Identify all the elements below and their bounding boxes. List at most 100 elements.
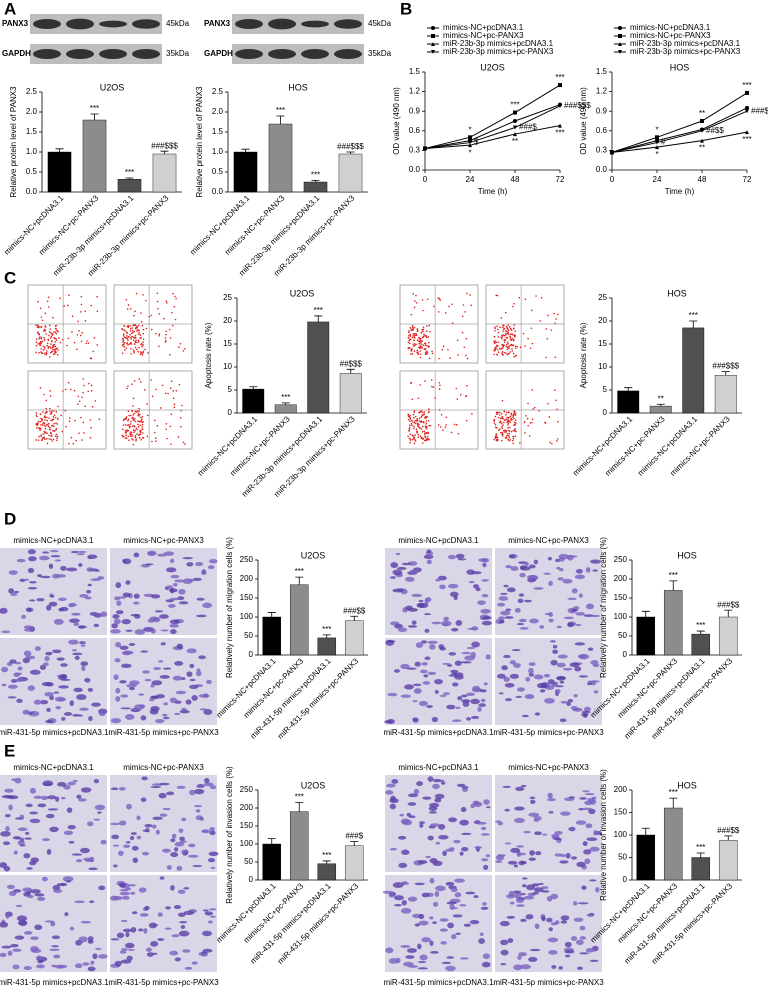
flow-dot <box>131 332 133 335</box>
stained-cell <box>443 616 449 622</box>
stained-cell <box>64 912 69 917</box>
stained-cell <box>30 945 39 952</box>
flow-dot <box>502 353 504 356</box>
y-tick-label: 1.0 <box>26 147 38 156</box>
stained-cell <box>87 554 98 559</box>
flow-dot <box>494 329 496 332</box>
stained-cell <box>189 663 195 669</box>
flow-dot <box>142 294 144 296</box>
flow-dot <box>45 352 48 355</box>
stained-cell <box>1 683 7 687</box>
flow-dot <box>494 423 497 426</box>
stained-cell <box>71 612 81 616</box>
flow-dot <box>134 336 137 339</box>
flow-dot <box>146 435 149 438</box>
stained-cell <box>115 687 121 694</box>
stained-cell <box>84 596 92 600</box>
stained-cell <box>10 592 18 597</box>
flow-dot <box>437 311 440 313</box>
stained-cell <box>150 684 155 688</box>
flow-dot <box>421 411 424 413</box>
stained-cell <box>155 694 165 699</box>
flow-dot <box>518 297 520 299</box>
stained-cell <box>124 942 135 949</box>
flow-dot <box>140 312 142 314</box>
stained-cell <box>523 830 531 834</box>
flow-dot <box>139 353 142 356</box>
stained-cell <box>449 591 459 597</box>
flow-dot <box>509 333 512 335</box>
y-tick-label: 50 <box>244 857 253 866</box>
stained-cell <box>115 695 121 702</box>
legend-marker <box>618 34 622 38</box>
flow-dot <box>96 310 99 313</box>
flow-dot <box>128 343 131 345</box>
flow-dot <box>504 339 506 341</box>
stained-cell <box>516 904 525 907</box>
error-bar <box>624 387 633 391</box>
flow-dot <box>501 427 504 430</box>
flow-dot <box>132 339 135 342</box>
stained-cell <box>416 781 423 787</box>
bar <box>344 620 364 656</box>
error-bar <box>346 151 355 154</box>
flow-dot <box>76 348 78 351</box>
flow-dot <box>123 325 125 327</box>
flow-dot <box>448 305 450 308</box>
flow-dot <box>442 345 445 347</box>
stained-cell <box>534 923 540 930</box>
flow-dot <box>494 348 496 350</box>
stained-cell <box>159 782 170 786</box>
stained-cell <box>418 920 429 926</box>
flow-dot <box>129 423 132 425</box>
flow-dot <box>456 398 459 400</box>
flow-dot <box>137 339 140 342</box>
stained-cell <box>524 694 535 700</box>
stained-cell <box>541 916 546 922</box>
flow-dot <box>407 337 410 339</box>
stained-cell <box>153 666 162 671</box>
flow-dot <box>509 426 511 429</box>
flow-dot <box>413 410 416 412</box>
stained-cell <box>23 628 33 632</box>
flow-dot <box>439 384 441 387</box>
flow-dot <box>35 338 38 340</box>
flow-dot <box>428 345 430 348</box>
stained-cell <box>587 682 593 686</box>
flow-dot <box>426 325 428 327</box>
flow-dot <box>178 346 180 348</box>
bar <box>718 616 738 656</box>
stained-cell <box>68 618 80 623</box>
point-label: # <box>661 138 666 147</box>
stained-cell <box>415 642 424 648</box>
stained-cell <box>579 952 590 955</box>
stained-cell <box>169 629 177 635</box>
y-tick-label: 0.3 <box>596 146 608 155</box>
stained-cell <box>467 627 477 630</box>
flow-dot <box>461 315 464 318</box>
stained-cell <box>427 835 434 841</box>
flow-dot <box>90 426 92 429</box>
flow-dot <box>499 326 501 329</box>
stained-cell <box>162 713 168 717</box>
flow-dot <box>530 309 533 312</box>
flow-dot <box>505 436 507 439</box>
stained-cell <box>23 650 32 657</box>
flow-dot <box>40 351 42 353</box>
stained-cell <box>121 948 128 952</box>
x-tick-label: 72 <box>556 175 565 184</box>
error-bar <box>669 797 678 808</box>
flow-dot <box>68 294 70 296</box>
stained-cell <box>198 952 204 956</box>
flow-dot <box>56 437 58 439</box>
stained-cell <box>196 668 201 672</box>
flow-dot <box>529 347 532 350</box>
stained-cell <box>497 673 506 679</box>
stained-cell <box>582 841 588 847</box>
flow-dot <box>554 356 557 358</box>
stained-cell <box>113 674 119 680</box>
stained-cell <box>519 572 526 578</box>
blot-band <box>268 49 296 59</box>
flow-dot <box>133 337 135 339</box>
flow-dot <box>408 437 411 440</box>
